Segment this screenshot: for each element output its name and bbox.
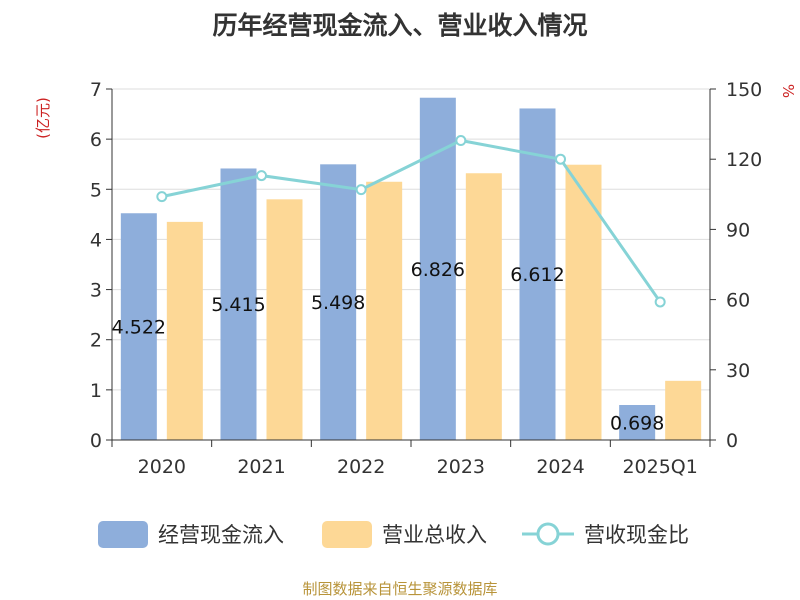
data-label: 6.612: [510, 264, 564, 286]
bar: [619, 405, 656, 440]
bar: [665, 380, 702, 440]
data-label: 6.826: [411, 259, 465, 281]
x-tick-label: 2025Q1: [622, 456, 697, 478]
x-tick-label: 2024: [536, 456, 584, 478]
source-note: 制图数据来自恒生聚源数据库: [302, 580, 498, 598]
legend-swatch-revenue: [322, 521, 372, 548]
line-path: [161, 138, 662, 303]
y-left-tick-label: 7: [90, 79, 102, 101]
x-tick-label: 2021: [237, 456, 285, 478]
bar: [266, 199, 303, 440]
bar: [120, 213, 157, 440]
y-right-tick-label: 150: [726, 79, 762, 101]
data-label: 4.522: [112, 317, 166, 339]
data-label: 5.498: [311, 292, 365, 314]
line-series: [156, 134, 666, 308]
line-point: [156, 191, 168, 203]
legend-swatch-cash-inflow: [98, 521, 148, 548]
y-left-tick-label: 6: [90, 129, 102, 151]
line-point: [355, 184, 367, 196]
y-right-axis-label: %: [779, 84, 797, 98]
data-labels: 4.522 5.415 5.498 6.826 6.612 0.698: [112, 259, 665, 435]
y-right-tick-label: 0: [726, 430, 738, 452]
y-right-tick-label: 90: [726, 219, 750, 241]
y-right-tick-label: 120: [726, 149, 762, 171]
data-label: 0.698: [610, 413, 664, 435]
x-tick-label: 2022: [337, 456, 385, 478]
line-point: [555, 153, 566, 165]
y-left-tick-label: 2: [90, 330, 102, 352]
legend: 经营现金流入 营业总收入 营收现金比: [98, 521, 689, 548]
bar: [419, 97, 456, 440]
y-left-tick-label: 5: [90, 179, 102, 201]
line-point: [654, 296, 666, 308]
bar: [565, 164, 602, 441]
y-left-tick-label: 4: [90, 229, 102, 251]
legend-swatch-marker: [536, 522, 560, 546]
bar-marks: [120, 97, 702, 441]
bar: [465, 173, 502, 441]
y-left-tick-label: 3: [90, 280, 102, 302]
x-tick-label: 2023: [437, 456, 485, 478]
grid-lines: [112, 88, 710, 391]
legend-label: 营收现金比: [584, 523, 689, 547]
y-left-axis-label: (亿元): [34, 97, 52, 139]
data-label: 5.415: [211, 294, 265, 316]
x-tick-label: 2020: [138, 456, 186, 478]
bar: [166, 221, 203, 440]
y-left-tick-label: 1: [90, 380, 102, 402]
bar: [366, 181, 403, 440]
y-right-tick-label: 30: [726, 360, 750, 382]
axes: 0 1 2 3 4 5 6 7 0 30 60 90 120 150 2020 2021 2022 2023 202…: [34, 79, 797, 478]
y-left-tick-label: 0: [90, 430, 102, 452]
bar: [320, 164, 357, 440]
line-point: [455, 134, 467, 146]
bar: [519, 108, 556, 440]
chart-title: 历年经营现金流入、营业收入情况: [212, 11, 588, 40]
legend-label: 经营现金流入: [158, 523, 284, 547]
legend-label: 营业总收入: [382, 523, 487, 547]
line-point: [256, 170, 267, 182]
y-right-tick-label: 60: [726, 290, 750, 312]
bar: [220, 168, 257, 440]
